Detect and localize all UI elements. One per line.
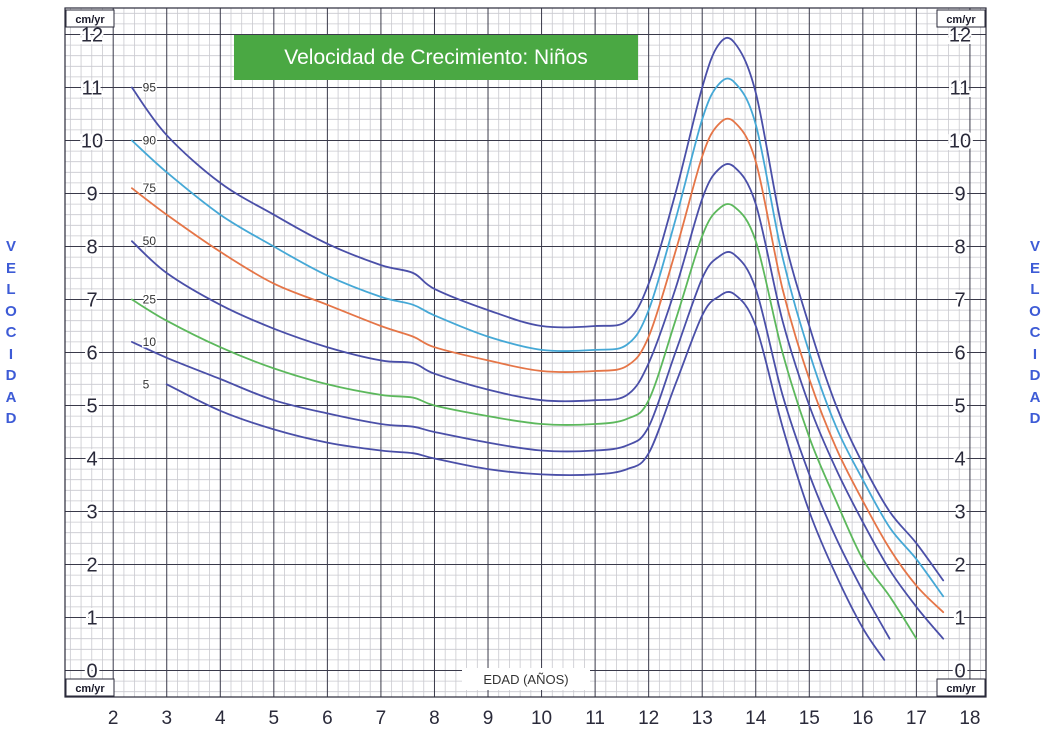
y-tick-label-left: 9 (86, 184, 97, 206)
x-tick-label: 2 (108, 708, 119, 729)
percentile-line-p50 (131, 163, 945, 640)
y-tick-label-right: 2 (954, 555, 965, 577)
chart-title: Velocidad de Crecimiento: Niños (284, 46, 588, 69)
chart-title-box: Velocidad de Crecimiento: Niños (234, 35, 638, 80)
x-tick-label: 16 (852, 708, 873, 729)
percentile-line-p25 (131, 203, 918, 640)
y-axis-title-letter: O (5, 302, 17, 320)
percentile-line-p75 (131, 117, 945, 614)
y-axis-title-letter: D (1029, 410, 1041, 427)
y-tick-label-right: 11 (950, 78, 971, 100)
y-tick-label-right: 8 (954, 237, 965, 259)
y-tick-label-right: 12 (949, 25, 971, 47)
y-tick-label-left: 6 (86, 343, 97, 365)
x-tick-label: 13 (692, 708, 713, 729)
percentile-label-p75: 75 (143, 181, 157, 195)
y-tick-label-left: 11 (82, 78, 103, 100)
percentile-label-p50: 50 (143, 234, 157, 248)
y-axis-title-letter: C (5, 324, 17, 341)
x-tick-label: 14 (745, 708, 767, 729)
x-tick-label: 9 (483, 708, 494, 729)
y-tick-label-right: 9 (954, 184, 965, 206)
y-tick-label-left: 10 (81, 131, 103, 153)
x-tick-label: 15 (799, 708, 820, 729)
y-axis-title-letter: L (6, 281, 16, 298)
x-axis-title-box: EDAD (AÑOS) (462, 668, 590, 690)
x-axis: 2 3 4 5 6 7 8 9 10 11 12 13 14 15 16 17 18 (108, 708, 981, 729)
percentile-line-p5 (165, 291, 886, 661)
y-axis-title-letter: V (1029, 238, 1040, 255)
percentile-label-p90: 90 (143, 134, 157, 148)
percentile-line-p90 (131, 77, 945, 598)
y-axis-title-letter: E (1029, 259, 1040, 277)
unit-label-bottom-left: cm/yr (75, 683, 105, 695)
x-tick-label: 12 (638, 708, 659, 729)
unit-label-top-right: cm/yr (946, 14, 976, 26)
y-axis-title-letter: D (1029, 367, 1041, 384)
y-tick-label-left: 7 (86, 290, 97, 312)
plot-frame (64, 7, 987, 698)
x-axis-title: EDAD (AÑOS) (483, 672, 568, 687)
y-tick-label-right: 0 (954, 661, 965, 683)
y-tick-label-left: 1 (86, 608, 97, 630)
y-axis-title-letter: C (1029, 324, 1041, 341)
y-tick-label-left: 5 (86, 396, 97, 418)
percentile-line-p95 (131, 36, 945, 582)
x-tick-label: 3 (161, 708, 172, 729)
y-axis-title-letter: D (5, 410, 17, 427)
y-axis-title-letter: L (1030, 281, 1040, 298)
y-axis-title-letter: I (1032, 345, 1038, 363)
y-axis-title-letter: V (5, 238, 16, 255)
percentile-label-p5: 5 (143, 377, 150, 391)
x-tick-label: 17 (906, 708, 927, 729)
y-tick-label-left: 4 (86, 449, 97, 471)
percentile-label-p10: 10 (143, 335, 157, 349)
y-axis-title-letter: D (5, 367, 17, 384)
unit-box-top-left: cm/yr (65, 9, 115, 28)
x-tick-label: 6 (322, 708, 333, 729)
percentile-label-p25: 25 (143, 293, 157, 307)
y-axis-title-letter: E (5, 259, 16, 277)
unit-box-top-right: cm/yr (936, 9, 986, 28)
percentile-line-p10 (131, 251, 891, 640)
y-tick-label-left: 2 (86, 555, 97, 577)
series-labels: 95 90 75 50 25 10 5 (141, 79, 158, 393)
x-tick-label: 4 (215, 708, 226, 729)
y-axis-title-letter: A (1029, 388, 1041, 406)
unit-label-top-left: cm/yr (75, 14, 105, 26)
unit-box-bottom-left: cm/yr (65, 678, 115, 697)
unit-box-bottom-right: cm/yr (936, 678, 986, 697)
percentile-label-p95: 95 (143, 81, 157, 95)
y-tick-label-left: 12 (81, 25, 103, 47)
major-grid (64, 7, 987, 698)
y-axis-title-letter: I (8, 345, 14, 363)
y-axis-title-letter: O (1029, 302, 1041, 320)
y-tick-label-right: 3 (954, 502, 965, 524)
y-tick-label-left: 8 (86, 237, 97, 259)
series-lines (131, 36, 945, 661)
x-tick-label: 7 (376, 708, 387, 729)
y-tick-label-left: 3 (86, 502, 97, 524)
y-tick-label-right: 6 (954, 343, 965, 365)
y-tick-label-right: 1 (954, 608, 965, 630)
x-tick-label: 8 (429, 708, 440, 729)
x-tick-label: 10 (531, 708, 552, 729)
y-tick-label-left: 0 (86, 661, 97, 683)
y-axis-title-letter: A (5, 388, 17, 406)
x-tick-label: 11 (585, 708, 605, 729)
y-tick-label-right: 4 (954, 449, 965, 471)
y-tick-label-right: 5 (954, 396, 965, 418)
unit-label-bottom-right: cm/yr (946, 683, 976, 695)
y-tick-label-right: 7 (954, 290, 965, 312)
x-tick-label: 18 (959, 708, 980, 729)
y-tick-label-right: 10 (949, 131, 971, 153)
x-tick-label: 5 (269, 708, 280, 729)
